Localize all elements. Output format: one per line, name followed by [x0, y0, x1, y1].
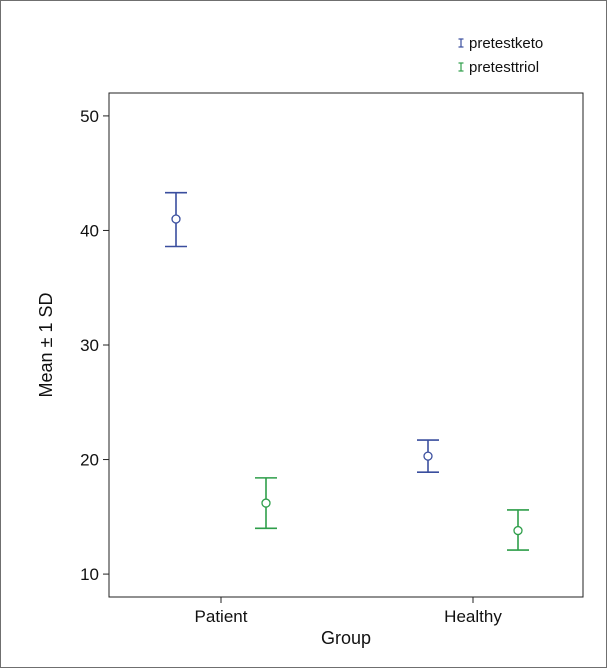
legend-item-pretestketo: pretestketo [458, 35, 543, 52]
x-axis: Patient Healthy [195, 597, 502, 626]
legend-errorbar-icon [458, 38, 464, 48]
y-tick-label: 10 [80, 565, 99, 584]
legend-item-pretesttriol: pretesttriol [458, 59, 539, 76]
y-tick-label: 40 [80, 221, 99, 240]
x-tick-label: Healthy [444, 607, 502, 626]
y-axis-title: Mean ± 1 SD [36, 293, 56, 398]
y-tick-label: 50 [80, 107, 99, 126]
mean-marker [261, 498, 271, 508]
mean-marker [513, 525, 523, 536]
y-axis: 10 20 30 40 50 [80, 107, 109, 584]
legend-label: pretesttriol [469, 59, 539, 76]
series-layer [165, 191, 529, 551]
y-tick-label: 20 [80, 451, 99, 470]
x-axis-title: Group [321, 628, 371, 648]
x-tick-label: Patient [195, 607, 248, 626]
legend-errorbar-icon [458, 62, 464, 72]
series-pretesttriol [255, 477, 529, 551]
legend: pretestketo pretesttriol [458, 35, 543, 76]
mean-marker [423, 451, 433, 461]
legend-label: pretestketo [469, 35, 543, 52]
series-pretestketo [165, 191, 439, 473]
y-tick-label: 30 [80, 336, 99, 355]
plot-area [108, 92, 584, 598]
mean-marker [171, 214, 181, 224]
